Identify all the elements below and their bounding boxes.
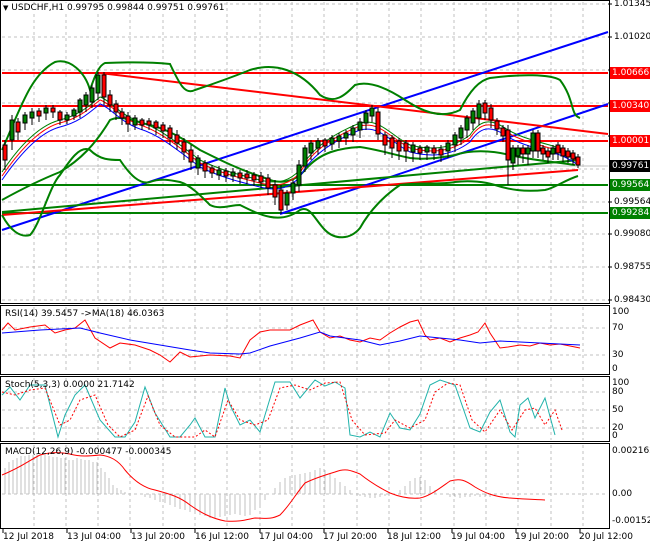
rsi-ma-line (1, 327, 581, 355)
current-price-tag: 0.99761 (610, 160, 650, 172)
macd-signal-line (1, 452, 546, 522)
time-tick: 18 Jul 12:00 (387, 532, 441, 542)
price-tick: 1.01020 (614, 32, 650, 42)
stoch-signal-line (1, 381, 563, 438)
time-tick: 19 Jul 20:00 (515, 532, 569, 542)
macd-tick: 0.002162 (612, 446, 650, 456)
macd-tick: -0.001527 (612, 516, 650, 526)
price-tick: 0.98755 (614, 262, 650, 272)
close-value: 0.99761 (187, 3, 225, 13)
collapse-arrow-icon[interactable]: ▼ (3, 4, 9, 12)
low-value: 0.99751 (147, 3, 185, 13)
stoch-pane[interactable] (0, 376, 610, 442)
time-tick: 17 Jul 04:00 (259, 532, 313, 542)
chart-header: ▼ USDCHF,H1 0.99795 0.99844 0.99751 0.99… (3, 3, 225, 14)
price-tick: 0.98430 (614, 295, 650, 305)
stoch-main-line (1, 379, 556, 439)
price-tick: 0.99564 (614, 197, 650, 207)
macd-title: MACD(12,26,9) -0.000477 -0.000345 (5, 447, 172, 457)
time-tick: 13 Jul 20:00 (131, 532, 185, 542)
candles (2, 72, 581, 214)
macd-tick: 0.00 (612, 489, 633, 499)
trendlines (1, 31, 609, 231)
rsi-title: RSI(14) 39.5457 ->MA(18) 46.0363 (5, 309, 165, 319)
stoch-tick: 50 (612, 405, 624, 415)
time-tick: 20 Jul 12:00 (579, 532, 633, 542)
level-tag-0.99284: 0.99284 (610, 207, 650, 219)
stoch-tick: 0 (612, 431, 618, 441)
rsi-tick: 100 (612, 307, 630, 317)
rsi-pane[interactable] (0, 305, 610, 375)
rsi-tick: 0 (612, 364, 618, 374)
level-tag-1.00001: 1.00001 (610, 135, 650, 147)
rsi-line (1, 319, 581, 363)
price-tick: 0.99080 (614, 229, 650, 239)
stoch-title: Stoch(5,3,3) 0.0000 21.7142 (5, 380, 135, 390)
time-tick: 13 Jul 04:00 (67, 532, 121, 542)
time-tick: 12 Jul 2018 (3, 532, 54, 542)
time-tick: 16 Jul 12:00 (195, 532, 249, 542)
time-tick: 17 Jul 20:00 (323, 532, 377, 542)
rsi-tick: 30 (612, 350, 624, 360)
symbol-label: USDCHF,H1 (11, 3, 65, 13)
open-value: 0.99795 (66, 3, 105, 13)
price-tick: 1.01345 (614, 0, 650, 9)
time-tick: 19 Jul 04:00 (451, 532, 505, 542)
level-tag-0.99564: 0.99564 (610, 179, 650, 191)
level-tag-1.00340: 1.00340 (610, 100, 650, 112)
stoch-tick: 20 (612, 423, 624, 433)
stoch-tick: 80 (612, 387, 624, 397)
stoch-tick: 100 (612, 378, 630, 388)
high-value: 0.99844 (107, 3, 145, 13)
level-tag-1.00666: 1.00666 (610, 67, 650, 79)
rsi-tick: 70 (612, 323, 624, 333)
